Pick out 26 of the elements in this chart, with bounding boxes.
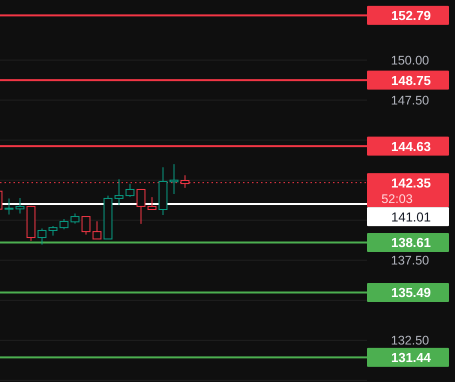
text: 52:03 [381,192,413,206]
candlestick [4,198,14,215]
ref-line-label: 135.49 [391,285,431,300]
candlestick [38,228,46,246]
ref-line-label: 141.01 [391,209,431,224]
ref-line-label: 144.63 [391,138,431,154]
y-tick-label: 132.50 [390,334,430,348]
ref-line-label: 152.79 [391,8,431,24]
ref-line-label: 148.75 [391,72,431,88]
y-tick-label: 150.00 [390,53,430,68]
candlestick [48,225,58,236]
ref-line-label: 138.61 [391,235,431,250]
candlestick [16,197,24,214]
candlestick [60,218,68,230]
candlestick [148,196,156,210]
candlestick [114,178,124,206]
candlestick [82,216,90,236]
y-tick-label: 147.50 [390,93,430,108]
candlestick [126,183,134,198]
candlestick [70,213,80,224]
candlestick [92,220,102,240]
y-tick-label: 137.50 [390,254,430,268]
ref-line-label: 131.44 [391,350,432,366]
candlestick [136,188,146,224]
candlestick [170,164,178,194]
ref-line-label: 142.35 [391,175,431,190]
